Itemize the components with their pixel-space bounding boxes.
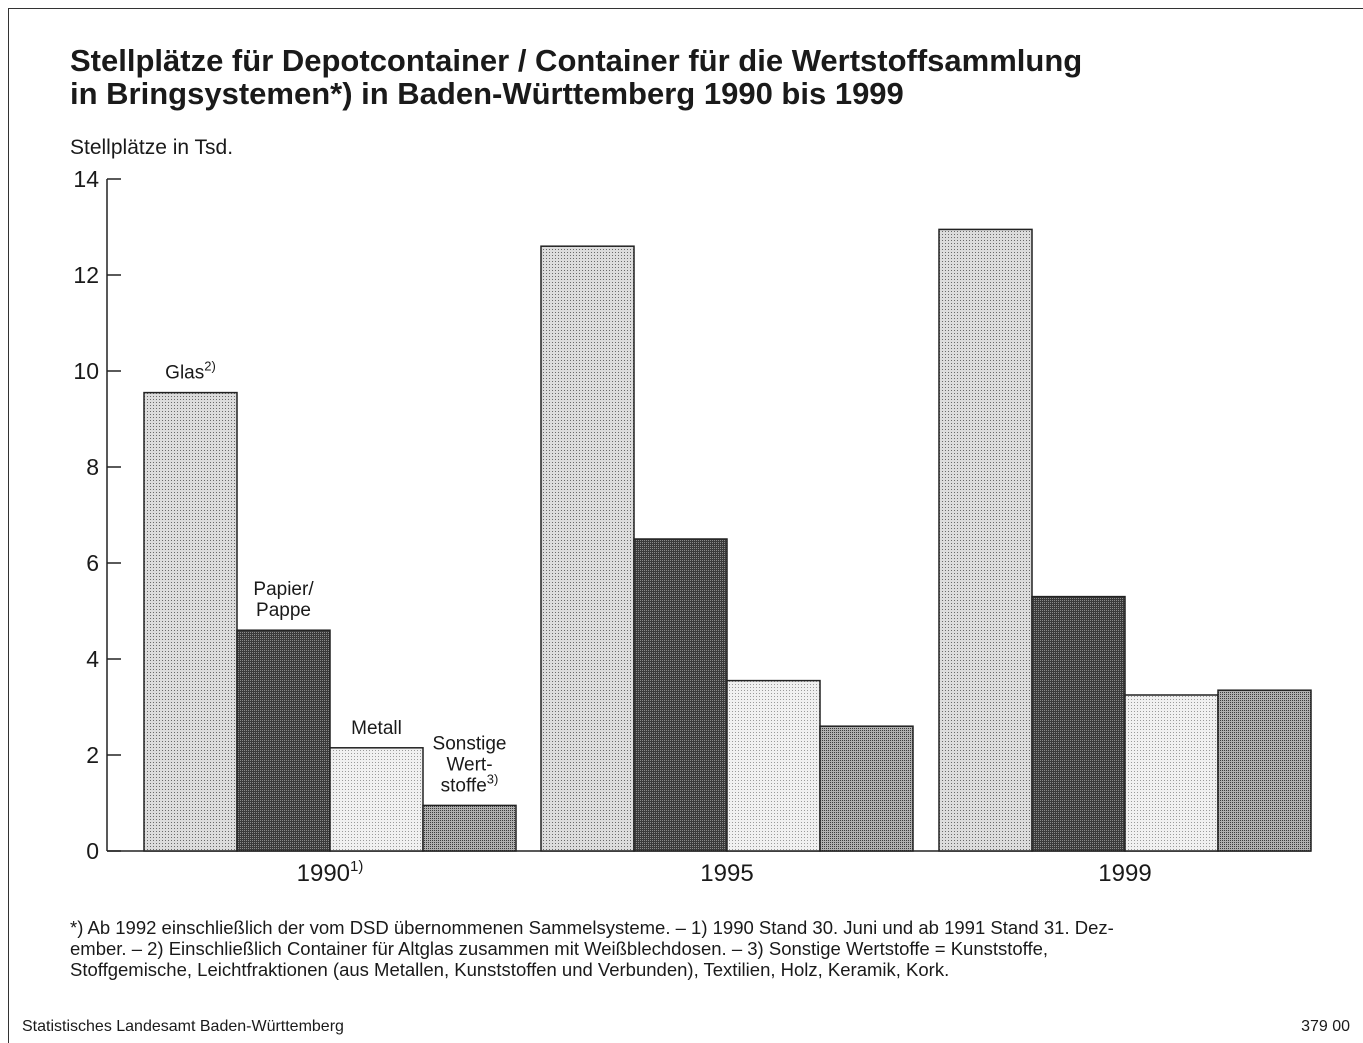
y-tick-label: 4 [86,646,99,672]
bar-1995-series-3 [726,679,821,852]
x-category-label: 1995 [700,860,753,887]
series-label: Sonstige [433,733,507,754]
source-label: Statistisches Landesamt Baden-Württember… [22,1018,344,1035]
x-category-label: 19901) [297,858,364,887]
footnote-line-2: ember. – 2) Einschließlich Container für… [70,938,1049,959]
bar-1990-series-3 [329,747,424,852]
chart-title-line-1: Stellplätze für Depotcontainer / Contain… [70,43,1083,78]
bar-1999-series-1 [938,228,1033,852]
y-tick-label: 2 [86,742,99,768]
bar-1999-series-2 [1031,595,1126,852]
y-tick-label: 8 [86,454,99,480]
bar-1995-series-1 [540,245,635,852]
series-label: Papier/ [253,579,314,600]
chart-title-line-2: in Bringsystemen*) in Baden-Württemberg … [70,76,904,111]
y-tick-label: 12 [73,262,99,288]
series-label: Wert- [446,754,492,775]
y-axis-label: Stellplätze in Tsd. [70,136,234,159]
chart-title: Stellplätze für Depotcontainer / Contain… [70,44,1270,110]
frame-left-border [8,8,9,1043]
bar-1990-series-1 [143,391,238,852]
bar-1990-series-2 [236,629,331,852]
series-label: stoffe3) [441,771,499,796]
series-label: Metall [351,718,402,739]
footnote-line-3: Stoffgemische, Leichtfraktionen (aus Met… [70,959,950,980]
y-tick-label: 14 [73,166,99,192]
y-tick-label: 10 [73,358,99,384]
y-tick-label: 6 [86,550,99,576]
bar-1999-series-3 [1124,694,1219,852]
series-label: Glas2) [165,359,216,384]
bar-1995-series-4 [819,725,914,852]
footnote-line-1: *) Ab 1992 einschließlich der vom DSD üb… [70,917,1114,938]
figure-code: 379 00 [1301,1018,1350,1035]
footnote: *) Ab 1992 einschließlich der vom DSD üb… [70,917,1300,980]
series-label: Pappe [256,600,311,621]
bar-1999-series-4 [1217,689,1312,852]
bar-1990-series-4 [422,804,517,852]
frame-top-border [8,8,1363,9]
y-tick-label: 0 [86,838,99,864]
x-category-label: 1999 [1098,860,1151,887]
bar-1995-series-2 [633,538,728,852]
